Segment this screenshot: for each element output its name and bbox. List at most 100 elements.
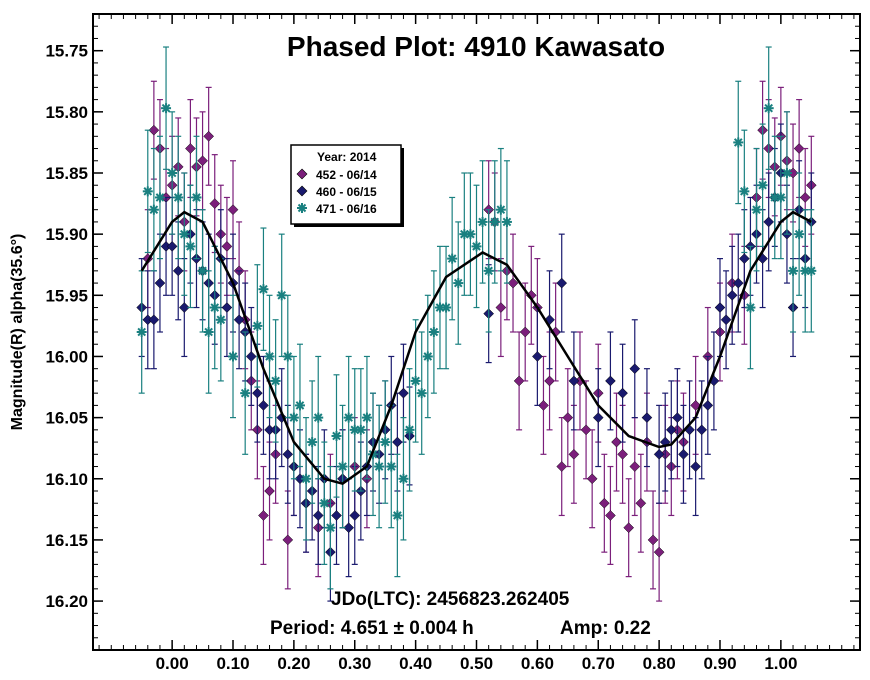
- legend-title: Year: 2014: [317, 150, 377, 164]
- diamond-marker: [185, 143, 196, 154]
- asterisk-marker: [331, 430, 342, 441]
- data-point: [258, 355, 269, 455]
- asterisk-marker: [471, 241, 482, 252]
- data-point: [732, 233, 744, 333]
- data-point: [653, 404, 665, 504]
- data-point: [495, 147, 506, 272]
- x-tick-label: 0.30: [338, 654, 371, 673]
- data-point: [635, 453, 647, 553]
- data-point: [733, 80, 744, 205]
- data-point: [720, 270, 732, 370]
- data-point: [404, 368, 415, 492]
- diamond-marker: [148, 314, 160, 326]
- asterisk-marker: [794, 229, 805, 240]
- data-point: [136, 270, 147, 394]
- diamond-marker: [227, 204, 239, 216]
- diamond-marker: [258, 400, 269, 411]
- data-point: [507, 233, 519, 333]
- asterisk-marker: [325, 522, 336, 533]
- asterisk-marker: [374, 461, 385, 472]
- y-tick-label: 15.85: [45, 164, 88, 183]
- data-point: [161, 46, 172, 170]
- data-point: [592, 368, 604, 468]
- asterisk-marker: [398, 473, 409, 484]
- diamond-marker: [178, 302, 190, 313]
- diamond-marker: [532, 351, 543, 362]
- data-point: [465, 172, 476, 296]
- x-tick-label: 0.00: [156, 654, 189, 673]
- diamond-marker: [258, 510, 269, 521]
- data-point: [562, 368, 574, 468]
- asterisk-marker: [240, 388, 251, 399]
- legend-entry-452: 452 - 06/14: [316, 168, 377, 182]
- diamond-marker: [672, 412, 683, 423]
- data-point: [245, 306, 257, 406]
- asterisk-marker: [288, 412, 299, 423]
- asterisk-marker: [763, 103, 774, 114]
- diamond-marker: [799, 192, 811, 203]
- diamond-marker: [166, 241, 178, 252]
- data-point: [191, 135, 202, 260]
- x-tick-label: 0.60: [521, 654, 554, 673]
- data-point: [416, 331, 427, 455]
- asterisk-marker: [788, 265, 799, 276]
- data-point: [325, 465, 336, 590]
- data-point: [374, 404, 385, 529]
- diamond-marker: [349, 510, 361, 521]
- diamond-marker: [580, 424, 592, 436]
- data-point: [288, 355, 299, 480]
- data-point: [313, 355, 324, 480]
- diamond-marker: [696, 424, 708, 436]
- data-point: [775, 135, 786, 260]
- data-point: [745, 245, 756, 370]
- asterisk-marker: [422, 351, 433, 362]
- asterisk-marker: [142, 186, 153, 197]
- diamond-marker: [544, 375, 555, 387]
- legend-marker-460: [296, 185, 308, 197]
- data-point: [672, 368, 683, 468]
- asterisk-marker: [453, 278, 464, 289]
- data-point: [148, 147, 159, 272]
- diamond-marker: [221, 302, 233, 313]
- asterisk-marker: [258, 284, 269, 295]
- data-point: [233, 270, 245, 370]
- diamond-marker: [221, 241, 233, 252]
- data-point: [525, 245, 537, 345]
- data-point: [714, 258, 726, 358]
- diamond-marker: [398, 387, 409, 399]
- diamond-marker: [690, 461, 701, 472]
- x-tick-label: 0.70: [582, 654, 615, 673]
- data-point: [605, 465, 616, 565]
- asterisk-marker: [301, 473, 312, 484]
- diamond-marker: [331, 510, 342, 521]
- asterisk-marker: [252, 320, 263, 331]
- asterisk-marker: [276, 290, 287, 301]
- y-tick-label: 16.20: [45, 592, 88, 611]
- data-point: [312, 465, 324, 565]
- diamond-marker: [605, 510, 616, 521]
- data-point: [264, 294, 275, 419]
- data-point: [459, 172, 470, 296]
- data-point: [301, 417, 312, 541]
- data-point: [781, 111, 792, 235]
- data-point: [228, 294, 239, 419]
- data-point: [258, 465, 269, 565]
- y-tick-label: 15.75: [45, 42, 88, 61]
- data-point: [319, 441, 330, 565]
- diamond-marker: [605, 375, 616, 387]
- asterisk-marker: [751, 204, 762, 215]
- data-point: [611, 392, 622, 492]
- data-point: [167, 111, 178, 235]
- diamond-marker: [556, 277, 568, 289]
- asterisk-marker: [270, 375, 281, 386]
- diamond-marker: [714, 302, 726, 313]
- asterisk-marker: [806, 265, 817, 276]
- data-point: [653, 502, 665, 602]
- diamond-marker: [568, 375, 580, 387]
- x-axis: 0.00 0.10 0.20 0.30 0.40 0.50 0.60 0.70 0.80 0.90…: [98, 14, 855, 673]
- legend-marker-471: [297, 203, 307, 213]
- diamond-marker: [611, 436, 622, 448]
- data-point: [258, 227, 269, 351]
- diamond-marker: [392, 436, 403, 448]
- asterisk-marker: [264, 351, 275, 362]
